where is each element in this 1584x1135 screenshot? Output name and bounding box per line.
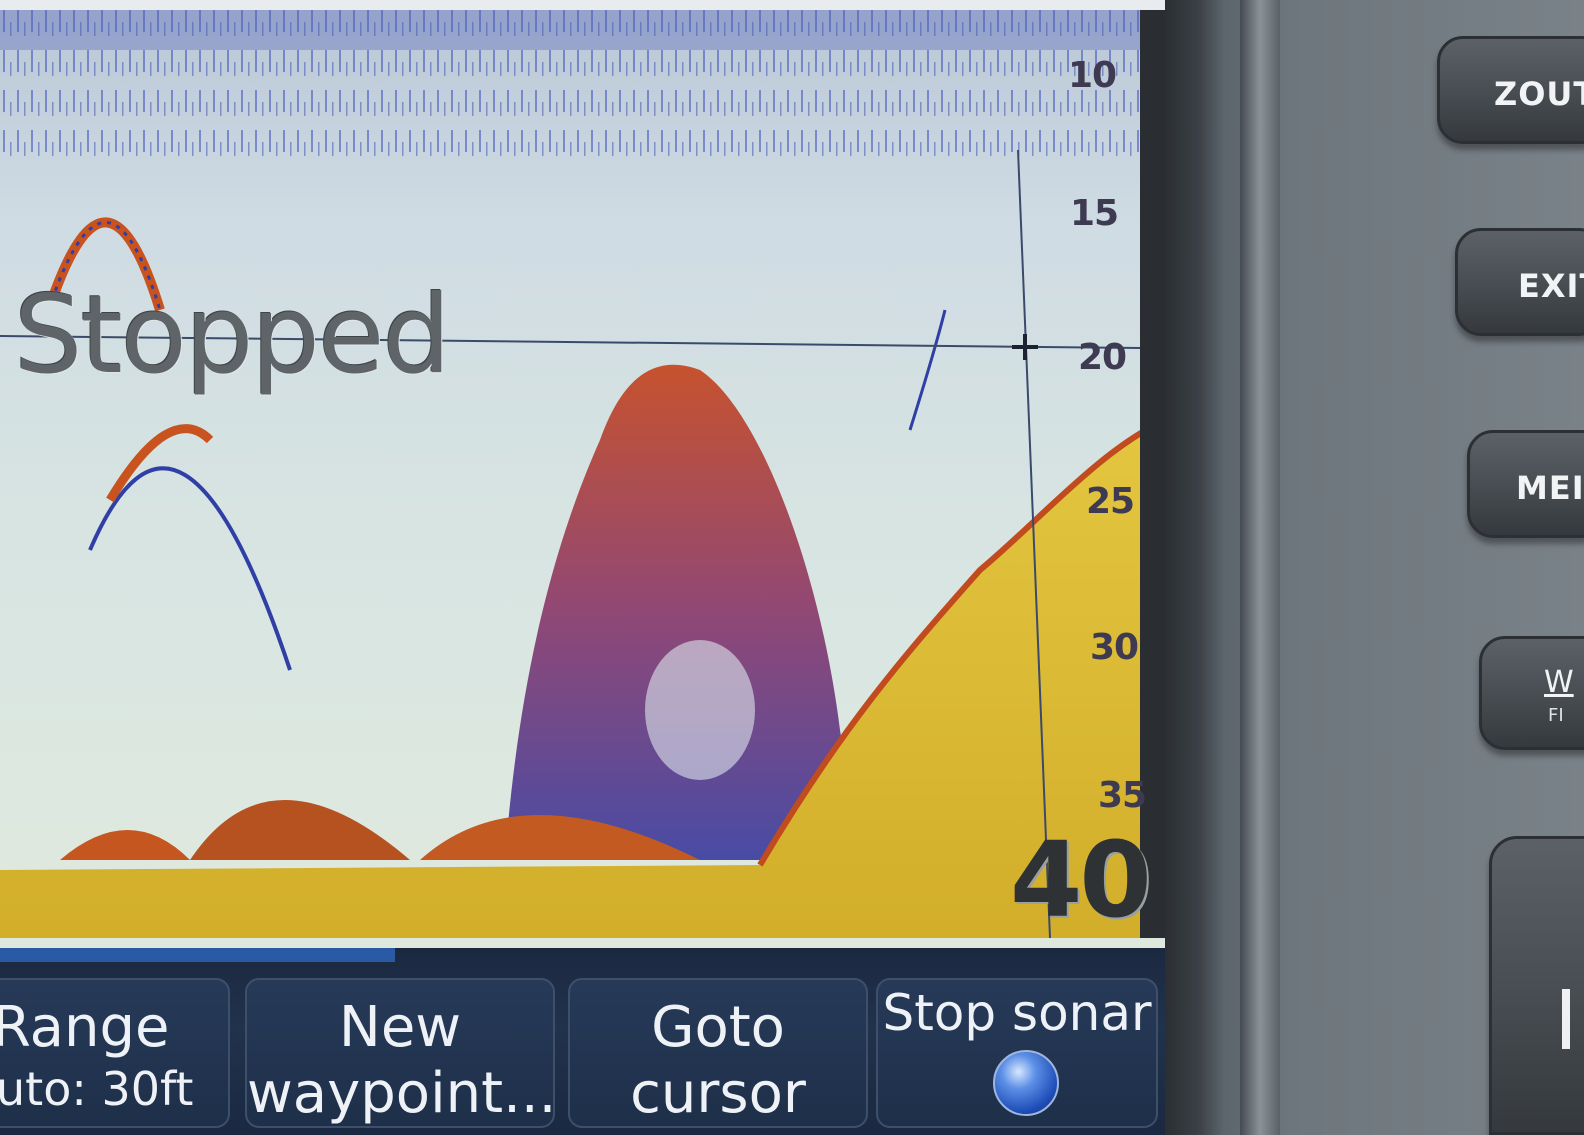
surface-clutter (0, 10, 1165, 160)
depth-tick-20: 20 (1078, 337, 1127, 378)
sonar-status-label: Stopped (14, 273, 451, 398)
cursor-horizontal-line (0, 335, 1141, 349)
cursor-cross (1012, 334, 1038, 360)
menu-button[interactable]: MEI (1467, 430, 1584, 538)
seabed (0, 420, 1165, 938)
exit-label: EXIT (1518, 267, 1584, 305)
waypoint-button[interactable]: W FI (1479, 636, 1584, 750)
depth-tick-30: 30 (1090, 627, 1139, 668)
sonar-status-indicator-icon (993, 1050, 1059, 1116)
depth-tick-35: 35 (1098, 775, 1147, 816)
range-softkey-value: uto: 30ft (0, 1062, 194, 1116)
echo-mound (505, 364, 860, 860)
goto-cursor-softkey-subtitle: cursor (630, 1061, 806, 1126)
new-waypoint-softkey[interactable]: New waypoint... (245, 978, 557, 1128)
exit-button[interactable]: EXIT (1455, 228, 1584, 336)
depth-range-value: 40 (1010, 819, 1152, 941)
depth-tick-15: 15 (1070, 193, 1119, 234)
goto-cursor-softkey[interactable]: Goto cursor (568, 978, 868, 1128)
stop-sonar-softkey[interactable]: Stop sonar (876, 978, 1158, 1128)
range-softkey[interactable]: Range uto: 30ft (0, 978, 230, 1128)
stop-sonar-softkey-title: Stop sonar (882, 984, 1152, 1042)
new-waypoint-softkey-subtitle: waypoint... (247, 1061, 557, 1126)
fish-arch (88, 466, 292, 671)
depth-tick-25: 25 (1086, 481, 1135, 522)
bezel-ridge (1240, 0, 1280, 1135)
range-softkey-title: Range (0, 995, 170, 1060)
hardware-button-mark (1562, 989, 1570, 1049)
zoom-out-label: ZOUT (1494, 75, 1584, 113)
hardware-button[interactable] (1489, 836, 1584, 1135)
cursor-vertical-line (1017, 149, 1051, 938)
sonar-screen: Stopped 10 15 20 25 30 35 40 Range uto: … (0, 10, 1165, 1135)
fish-arch (47, 217, 165, 312)
waypoint-label: W (1544, 665, 1574, 700)
goto-cursor-softkey-title: Goto (651, 995, 785, 1060)
new-waypoint-softkey-title: New (338, 995, 462, 1060)
softkey-progress-strip (0, 948, 395, 962)
sonar-echogram (0, 10, 1165, 938)
waypoint-sublabel: FI (1548, 705, 1564, 726)
fish-arch (908, 309, 947, 431)
zoom-out-button[interactable]: ZOUT (1437, 36, 1584, 144)
depth-tick-10: 10 (1068, 55, 1117, 96)
menu-label: MEI (1516, 469, 1584, 507)
softkey-bar: Range uto: 30ft New waypoint... Goto cur… (0, 948, 1165, 1135)
device-bezel: ZOUT EXIT MEI W FI (1165, 0, 1584, 1135)
